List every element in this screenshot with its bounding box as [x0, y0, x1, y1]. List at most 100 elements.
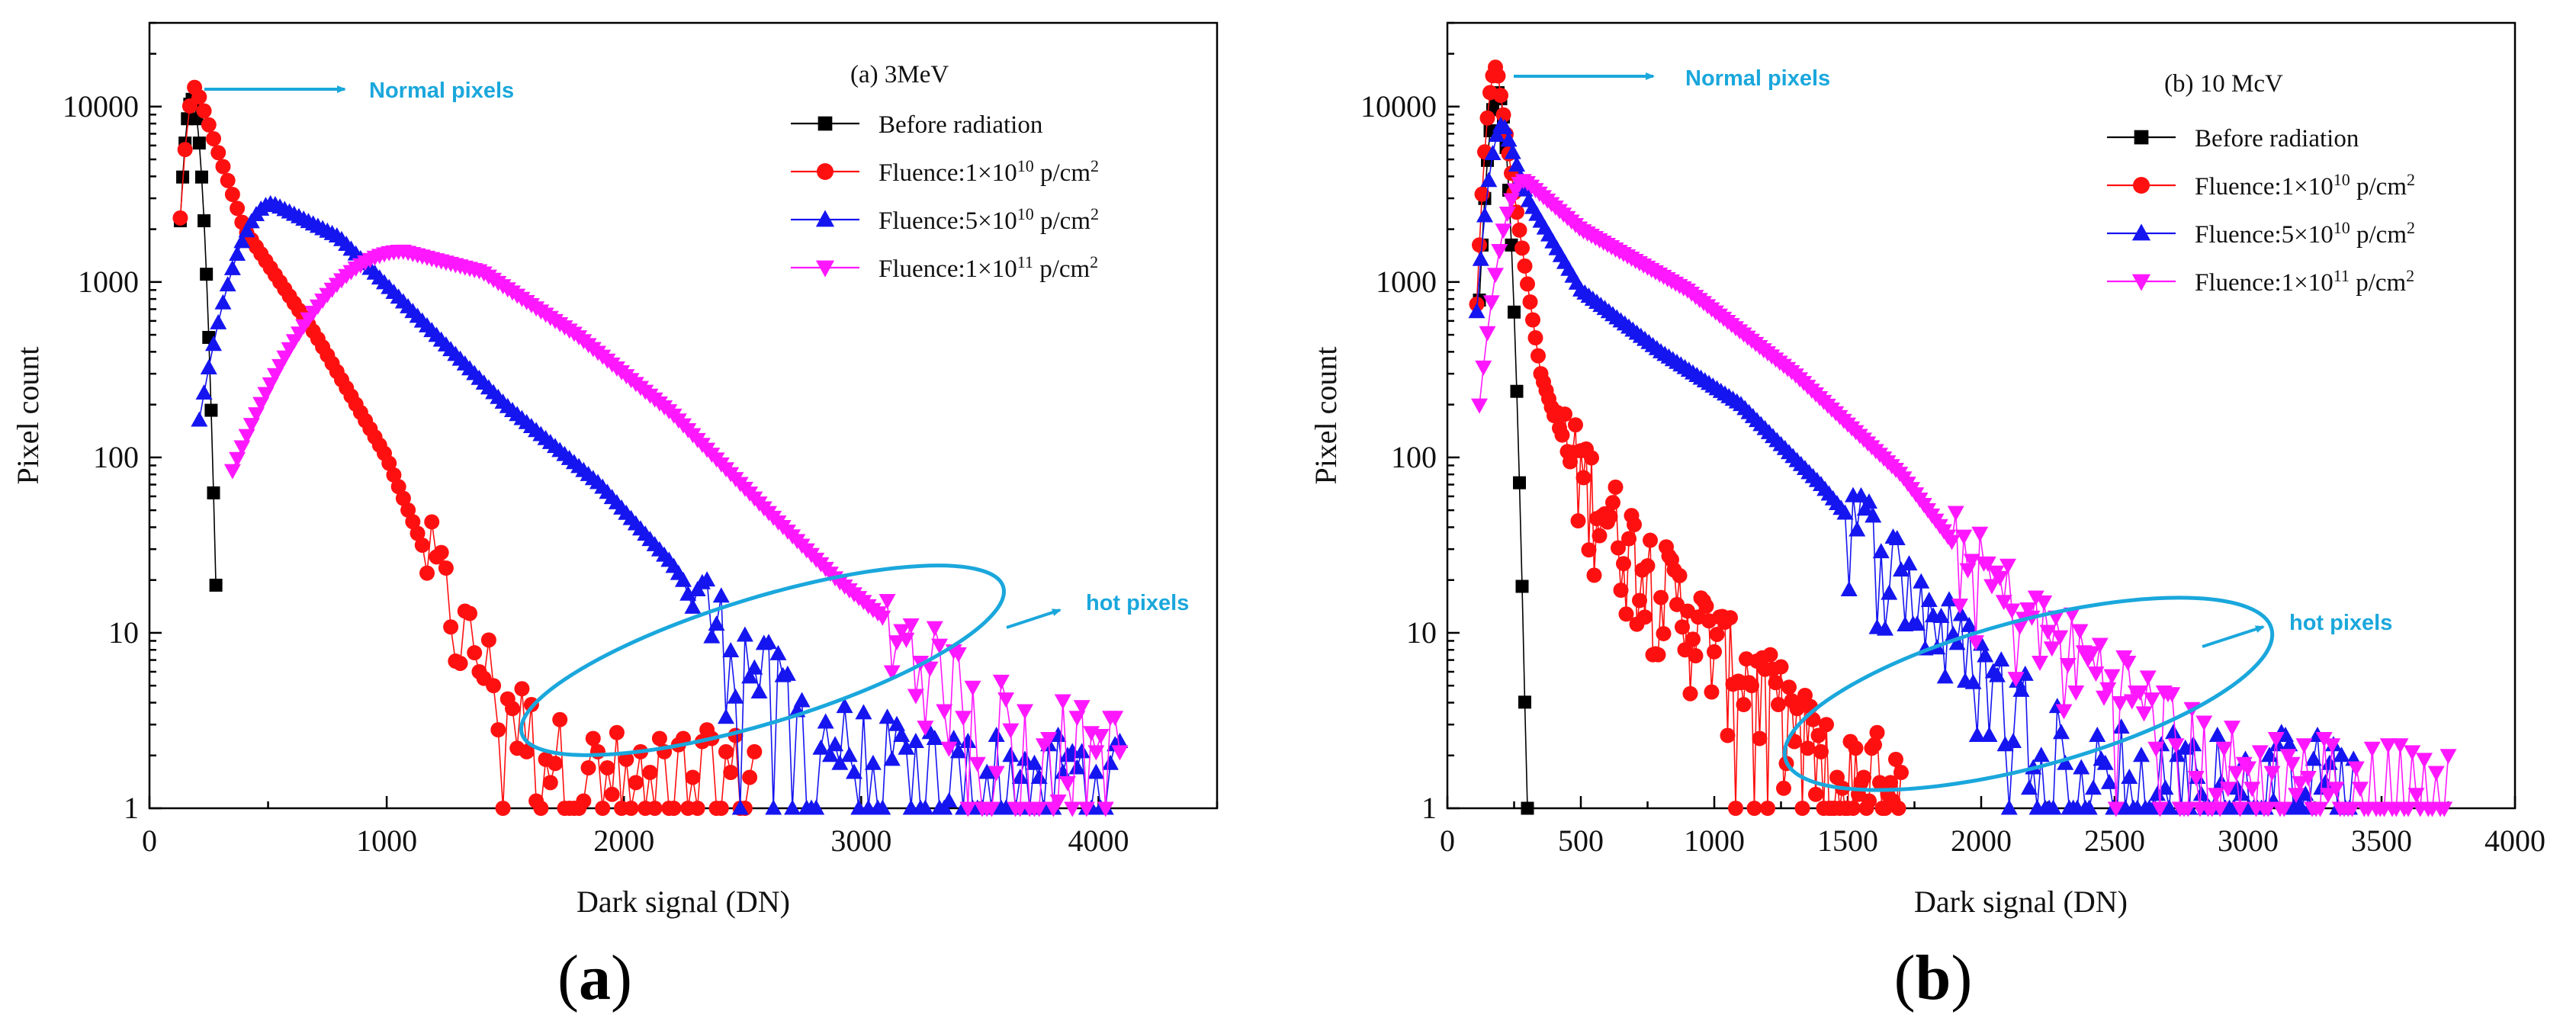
data-point	[769, 644, 787, 660]
data-point	[243, 418, 260, 434]
data-point	[172, 210, 188, 226]
data-point	[238, 429, 255, 445]
data-point	[2163, 687, 2181, 703]
data-point	[997, 692, 1015, 708]
y-axis: 1 10 100 1000 10000	[63, 21, 162, 825]
data-point	[1999, 558, 2016, 574]
data-point	[1995, 595, 2012, 611]
data-point	[1872, 543, 1890, 559]
data-point	[490, 722, 506, 738]
data-point	[390, 479, 406, 495]
data-point	[898, 739, 915, 755]
data-point	[2133, 746, 2150, 763]
data-point	[1781, 679, 1797, 695]
data-point	[1909, 615, 1926, 631]
data-point	[618, 751, 634, 767]
data-point	[888, 635, 905, 651]
legend-marker	[815, 260, 835, 278]
data-point	[192, 136, 206, 150]
legend-entry: Fluence:5×1010 p/cm2	[791, 204, 1099, 235]
data-point	[949, 647, 967, 663]
data-point	[2103, 669, 2121, 685]
data-point	[936, 704, 953, 720]
data-point	[821, 746, 839, 763]
data-point	[206, 130, 221, 146]
data-point	[2144, 692, 2160, 708]
data-point	[198, 214, 211, 228]
data-point	[684, 598, 702, 614]
data-point	[2071, 624, 2089, 640]
data-point	[1480, 172, 1498, 188]
data-point	[2439, 749, 2457, 765]
data-point	[1707, 644, 1722, 660]
y-tick-label: 1	[1421, 791, 1437, 825]
data-point	[2003, 603, 2021, 619]
data-point	[1584, 450, 1599, 466]
data-point	[2021, 779, 2038, 795]
data-point	[219, 276, 236, 292]
data-point	[831, 754, 849, 770]
x-tick-label: 4000	[1068, 824, 1129, 858]
data-point	[2131, 685, 2149, 702]
data-point	[940, 741, 958, 757]
data-point	[2404, 745, 2421, 761]
data-point	[708, 615, 725, 631]
data-point	[907, 733, 924, 749]
data-point	[2391, 738, 2409, 754]
legend-label: Before radiation	[878, 111, 1042, 139]
panel-caption: (a)	[557, 942, 632, 1013]
y-tick-label: 10	[108, 615, 139, 650]
data-point	[1026, 754, 1043, 770]
data-point	[223, 464, 241, 480]
data-point	[1102, 754, 1119, 770]
data-point	[1773, 659, 1789, 675]
data-point	[1049, 727, 1067, 743]
y-axis-title: Pixel count	[11, 346, 45, 484]
data-point	[679, 585, 697, 601]
legend-marker	[2133, 177, 2150, 194]
series-2	[1469, 59, 1909, 816]
legend-marker	[815, 210, 835, 227]
data-point	[1704, 684, 1720, 700]
data-point	[1794, 801, 1810, 816]
data-point	[1602, 509, 1618, 525]
data-point	[2055, 704, 2073, 720]
data-point	[2363, 741, 2381, 757]
data-point	[2407, 788, 2425, 804]
data-point	[1813, 743, 1829, 759]
data-point	[585, 730, 601, 746]
data-point	[1656, 625, 1672, 641]
data-point	[689, 801, 705, 816]
data-point	[1002, 746, 1020, 763]
data-point	[1073, 743, 1090, 759]
data-point	[1471, 398, 1488, 414]
data-point	[2051, 630, 2069, 646]
data-point	[1771, 697, 1786, 713]
data-point	[381, 455, 397, 471]
data-point	[1627, 516, 1642, 532]
data-point	[1487, 268, 1504, 284]
hot-pixels-arrow	[2202, 625, 2265, 648]
data-point	[988, 766, 1005, 782]
data-point	[1964, 673, 1982, 689]
data-point	[1064, 801, 1081, 817]
data-point	[907, 689, 924, 705]
data-point	[2032, 655, 2048, 671]
legend-marker	[817, 163, 834, 180]
data-point	[405, 514, 421, 530]
data-point	[628, 775, 644, 791]
data-point	[1030, 801, 1048, 817]
data-point	[2080, 799, 2098, 815]
data-point	[1476, 207, 1493, 223]
data-point	[2379, 738, 2397, 754]
data-point	[201, 117, 217, 133]
data-point	[419, 565, 435, 581]
data-point	[2147, 741, 2165, 757]
data-point	[2057, 754, 2074, 770]
data-point	[505, 701, 520, 717]
legend-label: Fluence:5×1010 p/cm2	[2195, 218, 2415, 249]
data-point	[1861, 493, 1877, 509]
caption-letter: b	[1916, 942, 1951, 1013]
x-axis: 0 500 1000 1500 2000 2500 3000 3500 4000	[1440, 796, 2545, 858]
data-point	[1980, 727, 1998, 743]
